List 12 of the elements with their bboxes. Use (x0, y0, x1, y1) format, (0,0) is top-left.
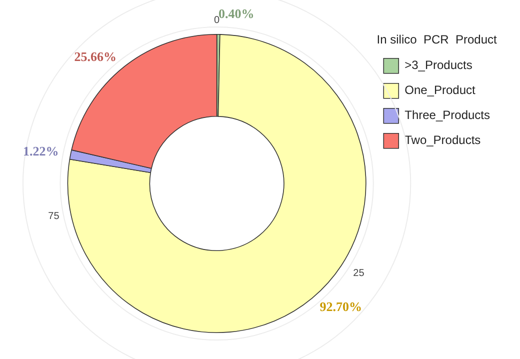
text: 0 (214, 15, 220, 26)
legend-title: In silico PCR Product (376, 32, 498, 46)
data-label: 1.22% (23, 144, 59, 159)
data-label: 0.40% (218, 6, 254, 21)
legend-label: Two_Products (404, 133, 481, 148)
legend-label: >3_Products (404, 58, 472, 72)
legend-label: One_Product (404, 83, 476, 98)
text: 75 (48, 210, 60, 222)
data-label: 25.66% (74, 48, 117, 64)
legend-label: Three_Products (404, 108, 490, 122)
data-label: 92.70% (320, 298, 362, 314)
text: 25 (353, 268, 365, 279)
